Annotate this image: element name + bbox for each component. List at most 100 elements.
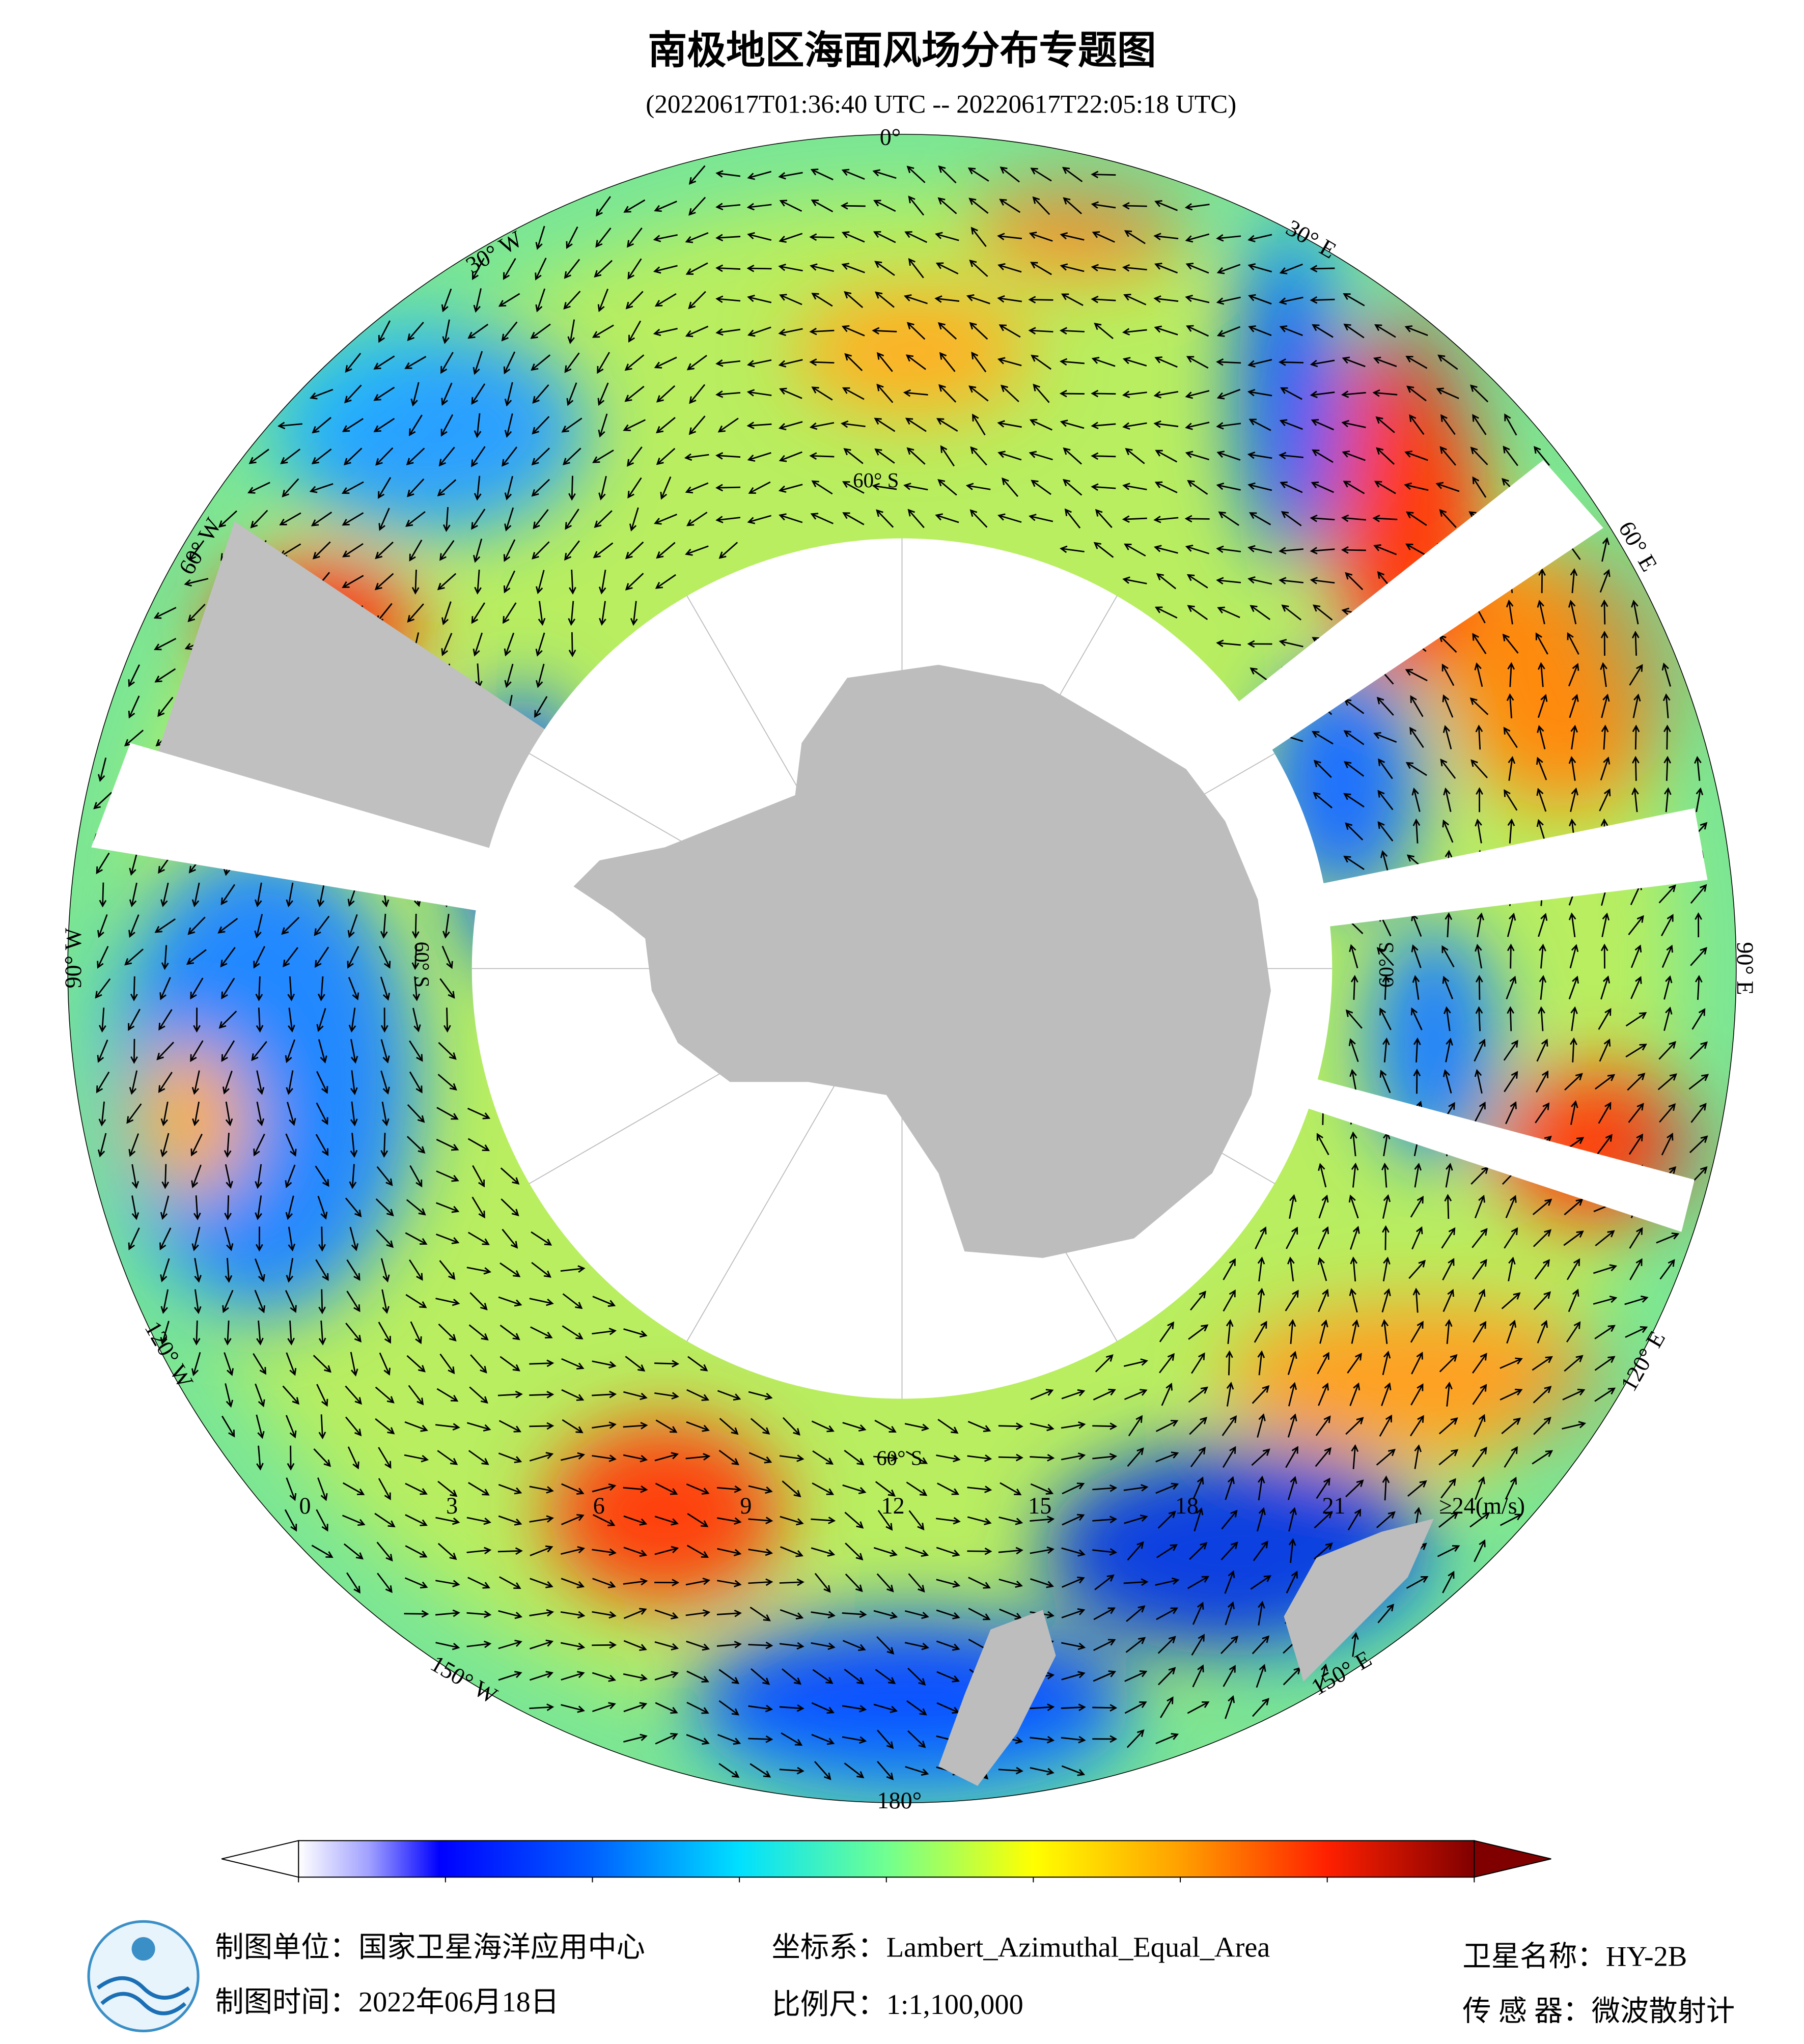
wind-arrow xyxy=(627,477,642,499)
wind-arrow xyxy=(405,1545,428,1558)
wind-arrow xyxy=(1247,234,1272,242)
wind-arrow xyxy=(1536,757,1547,780)
wind-arrow xyxy=(349,1164,357,1189)
wind-arrow xyxy=(256,1007,264,1033)
wind-arrow xyxy=(1439,446,1456,466)
wind-arrow xyxy=(715,328,741,336)
wind-arrow xyxy=(341,481,364,494)
wind-arrow xyxy=(441,633,453,656)
wind-arrow xyxy=(1504,1227,1518,1249)
wind-arrow xyxy=(689,384,706,404)
wind-arrow xyxy=(1093,1388,1116,1401)
wind-arrow xyxy=(286,1352,297,1376)
wind-arrow xyxy=(1122,357,1147,367)
wind-arrow xyxy=(1028,296,1053,304)
wind-arrow xyxy=(1348,1038,1359,1062)
wind-arrow xyxy=(529,1609,554,1617)
wind-arrow xyxy=(1632,724,1640,750)
wind-arrow xyxy=(1475,724,1483,750)
wind-arrow xyxy=(1030,1703,1055,1711)
wind-arrow xyxy=(407,603,424,623)
wind-arrow xyxy=(469,1292,488,1310)
wind-arrow xyxy=(498,1452,522,1464)
wind-arrow xyxy=(1279,547,1304,555)
wind-arrow xyxy=(1124,1514,1148,1524)
wind-arrow xyxy=(193,1195,201,1221)
wind-arrow xyxy=(715,452,741,460)
wind-arrow xyxy=(441,601,452,626)
wind-arrow xyxy=(96,1071,110,1094)
wind-arrow xyxy=(563,290,581,310)
wind-arrow xyxy=(623,1391,648,1401)
wind-arrow xyxy=(439,540,455,561)
wind-arrow xyxy=(1248,418,1271,431)
wind-arrow xyxy=(1226,1319,1234,1344)
wind-arrow xyxy=(747,452,771,462)
wind-arrow xyxy=(654,356,677,369)
wind-arrow xyxy=(561,1483,585,1495)
wind-arrow xyxy=(809,358,835,366)
wind-arrow xyxy=(1593,1264,1618,1274)
wind-arrow xyxy=(1501,1417,1521,1435)
wind-arrow xyxy=(561,1671,585,1681)
wind-arrow xyxy=(873,1454,899,1462)
wind-arrow xyxy=(160,1195,170,1220)
wind-arrow xyxy=(1094,322,1114,340)
wind-arrow xyxy=(1318,1289,1329,1312)
wind-arrow xyxy=(1223,1289,1236,1312)
wind-arrow xyxy=(1506,975,1517,999)
wind-arrow xyxy=(560,1265,586,1273)
wind-arrow xyxy=(532,416,550,435)
wind-arrow xyxy=(1376,1511,1396,1528)
colorbar-tick-label: 18 xyxy=(1175,1493,1199,1519)
wind-arrow xyxy=(1061,1735,1086,1744)
wind-arrow xyxy=(1315,1415,1331,1436)
wind-arrow xyxy=(220,884,235,906)
wind-arrow xyxy=(1629,1258,1643,1280)
wind-arrow xyxy=(439,1260,456,1280)
wind-arrow xyxy=(1319,1663,1328,1688)
wind-arrow xyxy=(343,1543,364,1560)
wind-arrow xyxy=(564,259,580,279)
wind-arrow xyxy=(1632,693,1641,718)
wind-arrow xyxy=(409,1040,423,1062)
wind-arrow xyxy=(1155,1420,1179,1432)
wind-arrow xyxy=(687,1356,708,1371)
wind-arrow xyxy=(1629,664,1643,686)
wind-arrow xyxy=(256,1414,265,1439)
wind-arrow xyxy=(1406,385,1427,402)
wind-arrow xyxy=(1569,944,1579,969)
wind-arrow xyxy=(256,1445,264,1471)
wind-arrow xyxy=(1412,818,1421,844)
wind-arrow xyxy=(1474,1414,1486,1437)
wind-arrow xyxy=(623,1485,648,1493)
wind-arrow xyxy=(1409,1415,1424,1437)
wind-arrow xyxy=(1438,1417,1458,1435)
wind-arrow xyxy=(1532,1356,1553,1371)
wind-arrow xyxy=(685,1453,711,1461)
wind-arrow xyxy=(1663,1006,1673,1031)
wind-arrow xyxy=(1345,1009,1363,1029)
wind-arrow xyxy=(1186,574,1208,589)
wind-arrow xyxy=(1311,481,1334,493)
wind-arrow xyxy=(342,1515,366,1526)
wind-arrow xyxy=(529,1452,554,1462)
wind-arrow xyxy=(1092,1548,1118,1556)
wind-arrow xyxy=(380,913,388,939)
wind-arrow xyxy=(1062,166,1083,182)
wind-arrow xyxy=(1091,452,1116,460)
wind-arrow xyxy=(905,417,927,432)
wind-arrow xyxy=(497,1390,523,1398)
colorbar-tick-label: 0 xyxy=(299,1493,311,1519)
wind-arrow xyxy=(1154,545,1178,554)
title: 南极地区海面风场分布专题图 xyxy=(648,29,1156,72)
wind-arrow xyxy=(1247,263,1272,273)
wind-arrow xyxy=(529,1422,554,1430)
wind-arrow xyxy=(1091,483,1116,491)
wind-arrow xyxy=(498,1296,522,1307)
wind-arrow xyxy=(1405,669,1428,682)
wind-arrow xyxy=(1475,943,1482,969)
wind-arrow xyxy=(99,882,107,908)
wind-arrow xyxy=(654,201,677,212)
wind-arrow xyxy=(435,1580,460,1587)
